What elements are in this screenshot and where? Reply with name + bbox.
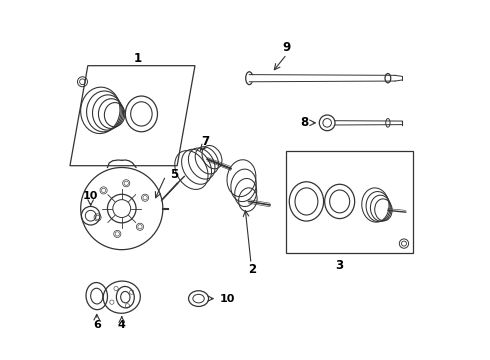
Text: 10: 10 (83, 191, 98, 201)
Text: 5: 5 (170, 168, 178, 181)
Text: 7: 7 (202, 135, 210, 148)
Text: 6: 6 (93, 320, 100, 330)
Text: 8: 8 (300, 116, 308, 129)
Text: 9: 9 (283, 41, 291, 54)
Text: 2: 2 (248, 263, 256, 276)
Text: 10: 10 (220, 294, 235, 303)
Text: 3: 3 (336, 258, 343, 271)
Text: 1: 1 (134, 52, 142, 65)
Text: 4: 4 (118, 320, 126, 330)
